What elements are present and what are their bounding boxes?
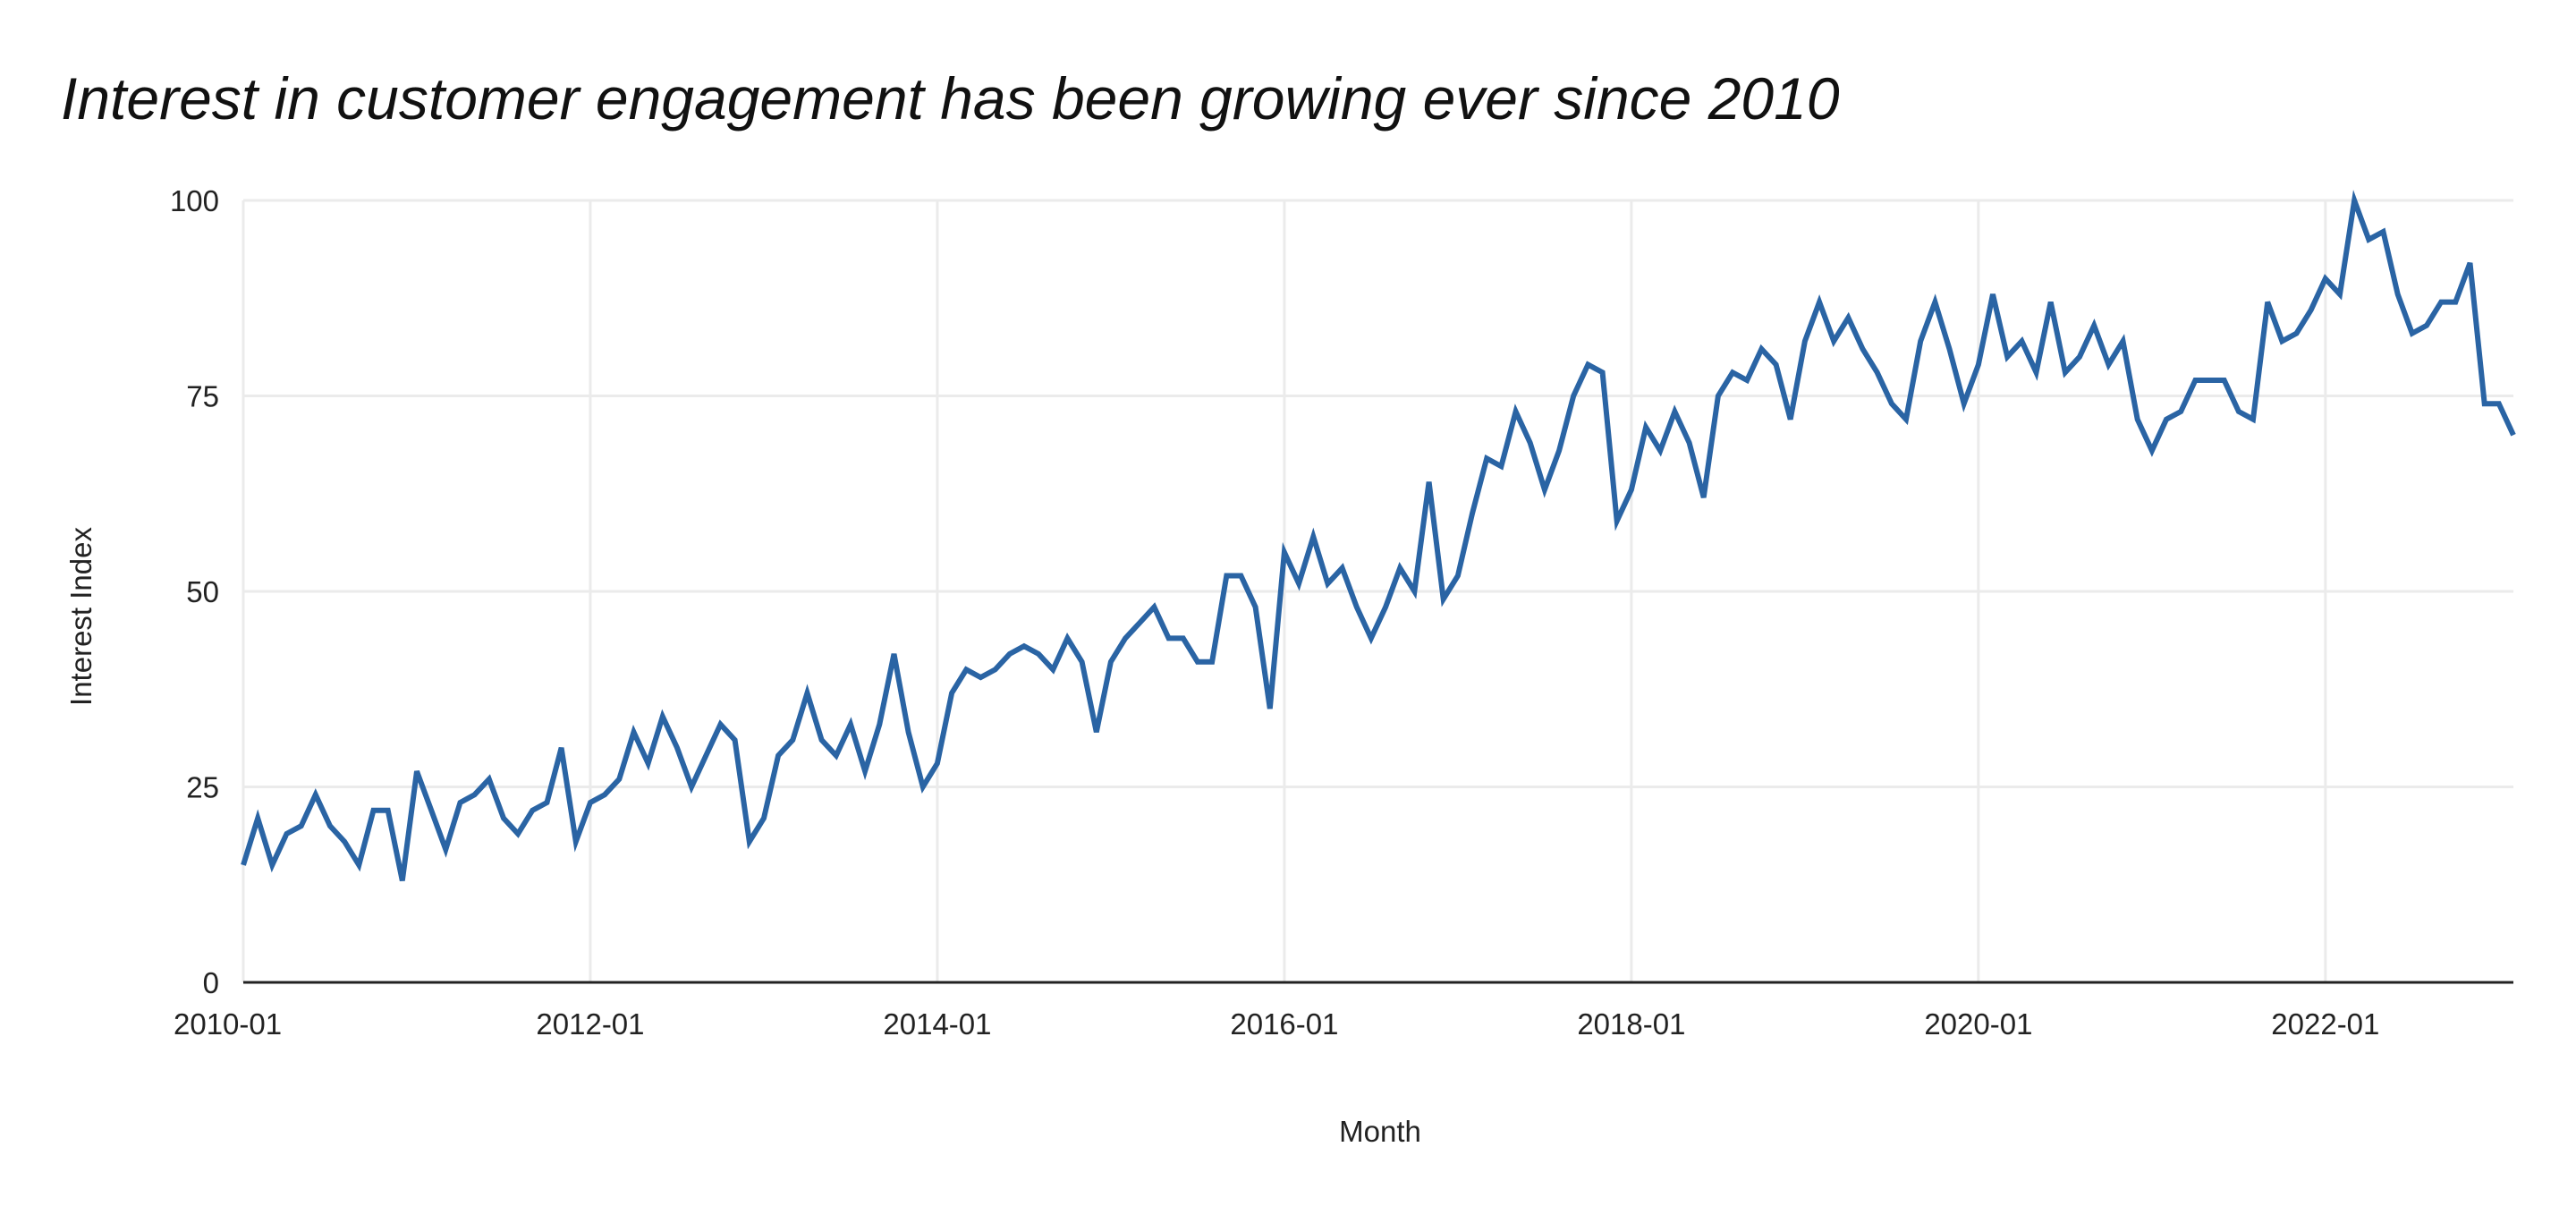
x-tick-label: 2022-01: [2271, 1007, 2379, 1041]
x-tick-label: 2014-01: [883, 1007, 991, 1041]
y-axis-ticks: 0 25 50 75 100: [170, 184, 219, 999]
y-tick-label: 50: [186, 575, 219, 608]
y-tick-label: 25: [186, 771, 219, 804]
y-tick-label: 100: [170, 184, 219, 217]
y-tick-label: 0: [203, 966, 219, 999]
x-tick-label: 2010-01: [174, 1007, 282, 1041]
chart-title: Interest in customer engagement has been…: [61, 65, 1840, 132]
x-tick-label: 2020-01: [1924, 1007, 2032, 1041]
gridlines: [242, 199, 2513, 982]
y-axis-label: Interest Index: [64, 527, 97, 706]
series-line: [241, 190, 2516, 882]
x-tick-label: 2016-01: [1230, 1007, 1338, 1041]
x-axis-ticks: 2010-01 2012-01 2014-01 2016-01 2018-01 2020-…: [174, 1007, 2379, 1041]
x-tick-label: 2012-01: [536, 1007, 644, 1041]
x-axis-label: Month: [1339, 1115, 1421, 1148]
y-tick-label: 75: [186, 380, 219, 413]
x-tick-label: 2018-01: [1577, 1007, 1685, 1041]
